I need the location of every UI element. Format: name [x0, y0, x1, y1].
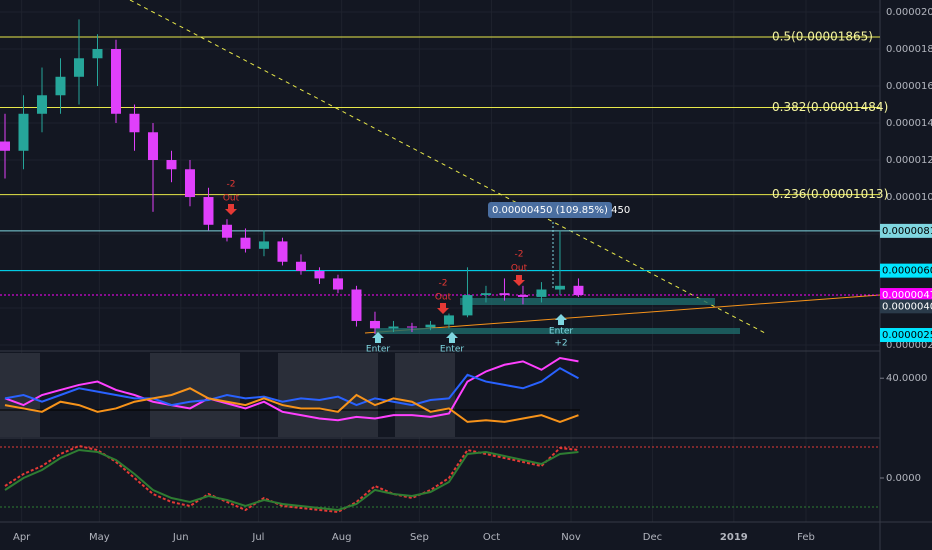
x-tick-label: 2019: [720, 532, 748, 543]
price-tag-label: 0.00000817: [882, 226, 932, 237]
price-tag-label: 0.00000470: [882, 290, 932, 301]
signal-label: -2: [439, 279, 448, 289]
candle-body: [573, 285, 584, 296]
candle-body: [554, 285, 565, 290]
signal-label: Enter: [440, 345, 464, 355]
x-tick-label: Aug: [332, 532, 352, 543]
candle-body: [295, 261, 306, 272]
candle-body: [517, 295, 528, 297]
candle-body: [425, 324, 436, 328]
x-tick-label: Apr: [13, 532, 31, 543]
candle-body: [332, 278, 343, 290]
candle-body: [166, 160, 177, 170]
candle-body: [406, 326, 417, 328]
signal-label: -2: [515, 250, 524, 260]
candle-body: [221, 224, 232, 238]
x-tick-label: May: [89, 532, 110, 543]
x-tick-label: Jul: [251, 532, 264, 543]
support-line: [364, 294, 881, 334]
x-tick-label: Dec: [643, 532, 662, 543]
candle-body: [147, 132, 158, 161]
signal-arrow: [513, 275, 525, 286]
zone-box: [460, 298, 715, 305]
tooltip-box: [488, 202, 612, 218]
fib-label: 0.236(0.00001013): [772, 187, 888, 201]
x-tick-label: Sep: [410, 532, 429, 543]
candle-body: [351, 289, 362, 321]
candle-body: [73, 58, 84, 77]
grid: [0, 0, 880, 522]
candle-body: [110, 49, 121, 114]
y-tick-label: 0.00001800: [886, 44, 932, 55]
signal-label: Enter: [366, 345, 390, 355]
y-tick-label: 0.00001000: [886, 192, 932, 203]
y-tick-label: 0.0000: [886, 473, 921, 484]
y-tick-label: 0.00001200: [886, 155, 932, 166]
price-tag: [880, 288, 932, 303]
indicator-line: [4, 448, 579, 512]
x-tick-label: Feb: [797, 532, 815, 543]
price-tag: [880, 299, 932, 314]
candle-body: [462, 295, 473, 316]
y-tick-label: 0.00002000: [886, 7, 932, 18]
x-tick-label: Jun: [172, 532, 189, 543]
signal-label: -2: [227, 180, 236, 190]
indicator-line: [4, 356, 579, 422]
signal-label: Out: [435, 293, 452, 303]
candle-body: [499, 293, 510, 296]
candle-body: [277, 241, 288, 262]
price-tag-label: 0.00000602: [882, 266, 932, 277]
candle-body: [536, 289, 547, 297]
candle-body: [18, 113, 29, 151]
indicator-line: [4, 366, 579, 407]
candle-body: [184, 169, 195, 198]
price-tag: [880, 263, 932, 278]
indicator-line: [4, 387, 579, 423]
candle-body: [203, 197, 214, 225]
y-tick-label: 40.0000: [886, 373, 927, 384]
signal-label: Enter: [549, 327, 573, 337]
candle-body: [36, 95, 47, 114]
tooltip-label: 0.00000450 (109.85%) 450: [492, 205, 630, 216]
price-tag-label: 0.00000409: [882, 301, 932, 312]
signal-arrow: [555, 314, 567, 325]
candle-body: [258, 241, 269, 249]
candle-body: [92, 49, 103, 59]
candle-body: [55, 76, 66, 96]
signal-arrow: [225, 204, 237, 215]
zone-box: [375, 328, 740, 334]
fib-label: 0.5(0.00001865): [772, 29, 873, 43]
y-tick-label: 0.00001400: [886, 118, 932, 129]
candle-body: [240, 237, 251, 249]
signal-arrow: [437, 303, 449, 314]
candle-body: [369, 320, 380, 329]
candle-body: [129, 113, 140, 133]
zone: [395, 353, 455, 437]
price-tag: [880, 328, 932, 343]
x-tick-label: Oct: [483, 532, 500, 543]
candle-body: [0, 141, 10, 151]
candle-body: [314, 271, 325, 279]
zone: [278, 353, 378, 437]
y-tick-label: 0.00000200: [886, 340, 932, 351]
y-tick-label: 0.00001600: [886, 81, 932, 92]
x-tick-label: Nov: [561, 532, 581, 543]
fib-label: 0.382(0.00001484): [772, 100, 888, 114]
candle-body: [443, 315, 454, 325]
candle-body: [480, 293, 491, 296]
signal-label: Out: [223, 194, 240, 204]
price-tag: [880, 223, 932, 238]
price-tag-label: 0.00000254: [882, 330, 932, 341]
signal-label: +2: [554, 339, 567, 349]
candle-body: [388, 326, 399, 329]
signal-arrow: [372, 332, 384, 343]
signal-label: Out: [511, 264, 528, 274]
indicator-line: [4, 444, 579, 514]
signal-arrow: [446, 332, 458, 343]
